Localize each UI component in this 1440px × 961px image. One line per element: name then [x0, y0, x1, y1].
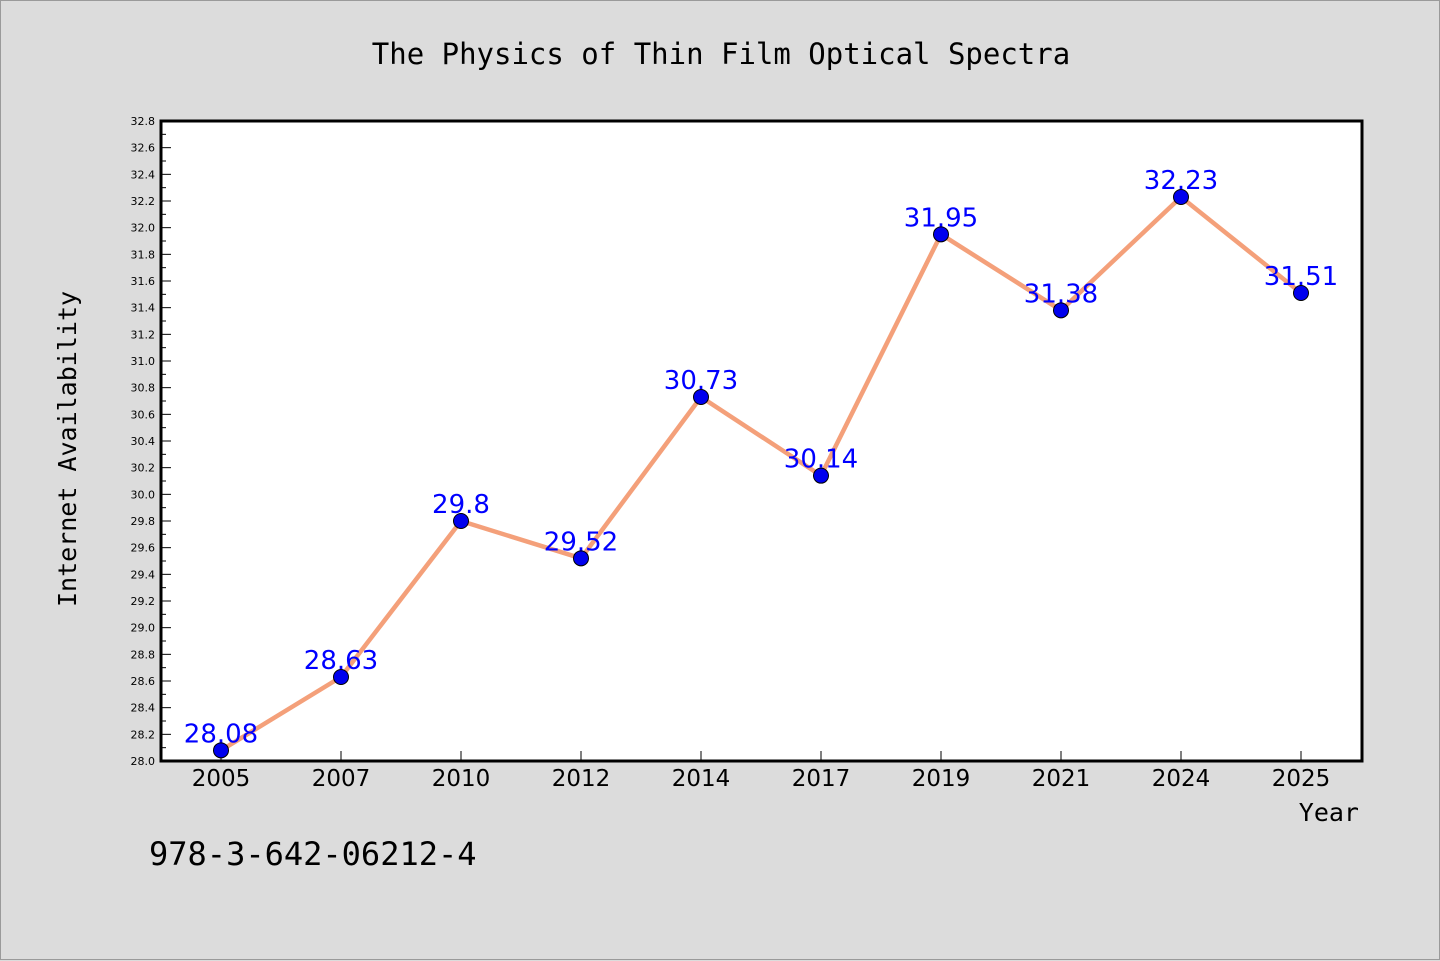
x-tick-label: 2005	[192, 766, 251, 792]
x-tick-label: 2021	[1032, 766, 1091, 792]
data-point	[333, 669, 349, 685]
y-tick-label: 29.0	[131, 622, 156, 635]
data-point	[933, 226, 949, 243]
x-axis: 2005 2007 2010 2012 2014 2017 2019 2021 2024 2025	[192, 751, 1331, 792]
series-line	[218, 194, 1304, 753]
x-tick-label: 2017	[792, 766, 851, 792]
y-tick-label: 29.8	[131, 515, 156, 528]
x-tick-label: 2012	[552, 766, 611, 792]
y-tick-label: 29.2	[131, 595, 156, 608]
data-points	[213, 189, 1309, 759]
y-axis-label: Internet Availability	[53, 291, 82, 607]
data-label: 29.8	[432, 490, 490, 520]
y-tick-label: 31.8	[131, 248, 156, 261]
y-tick-label: 31.6	[131, 275, 156, 288]
data-label: 28.63	[304, 646, 378, 676]
data-label: 31.51	[1264, 262, 1338, 292]
data-point	[1173, 189, 1189, 205]
data-point	[453, 513, 469, 529]
y-tick-label: 30.6	[131, 408, 156, 421]
x-axis-label: Year	[1299, 798, 1359, 827]
y-tick-label: 32.2	[131, 195, 156, 208]
data-label: 29.52	[544, 527, 618, 557]
y-tick-label: 28.8	[131, 648, 156, 661]
x-tick-label: 2024	[1152, 766, 1211, 792]
data-point	[693, 389, 709, 405]
y-tick-label: 31.2	[131, 328, 156, 341]
x-tick-label: 2025	[1272, 766, 1331, 792]
data-label: 30.14	[784, 445, 858, 475]
x-tick-label: 2010	[432, 766, 491, 792]
isbn-text: 978-3-642-06212-4	[149, 835, 477, 873]
data-point	[573, 550, 589, 567]
x-tick-label: 2007	[312, 766, 371, 792]
data-point	[213, 742, 229, 759]
data-labels: 28.08 28.63 29.8 29.52 30.73 30.14 31.95 31.38 3…	[184, 166, 1338, 749]
y-tick-label: 28.0	[131, 755, 156, 768]
data-point	[813, 467, 829, 484]
x-tick-label: 2014	[672, 766, 731, 792]
data-label: 30.73	[664, 366, 738, 396]
y-tick-label: 28.4	[131, 702, 156, 715]
y-tick-label: 32.4	[131, 168, 156, 181]
data-label: 31.38	[1024, 279, 1098, 309]
data-label: 31.95	[904, 203, 978, 233]
y-tick-label: 32.0	[131, 222, 156, 235]
y-tick-label: 28.6	[131, 675, 156, 688]
y-tick-label: 30.2	[131, 462, 156, 475]
y-tick-label: 31.4	[131, 302, 156, 315]
y-tick-label: 31.0	[131, 355, 156, 368]
data-label: 28.08	[184, 719, 258, 749]
y-tick-label: 29.6	[131, 542, 156, 555]
data-label: 32.23	[1144, 166, 1218, 196]
data-point	[1293, 285, 1309, 301]
data-point	[1053, 302, 1069, 319]
y-tick-label: 30.4	[131, 435, 156, 448]
y-tick-label: 30.8	[131, 382, 156, 395]
x-tick-label: 2019	[912, 766, 971, 792]
y-tick-label: 30.0	[131, 488, 156, 501]
y-tick-label: 28.2	[131, 728, 156, 741]
y-tick-label: 29.4	[131, 568, 156, 581]
chart-title: The Physics of Thin Film Optical Spectra	[372, 37, 1070, 71]
y-tick-label: 32.8	[131, 115, 156, 128]
y-axis: 28.0 28.2 28.4 28.6 28.8 29.0 29.2 29.4 29.6 29.8…	[131, 115, 171, 768]
y-tick-label: 32.6	[131, 142, 156, 155]
